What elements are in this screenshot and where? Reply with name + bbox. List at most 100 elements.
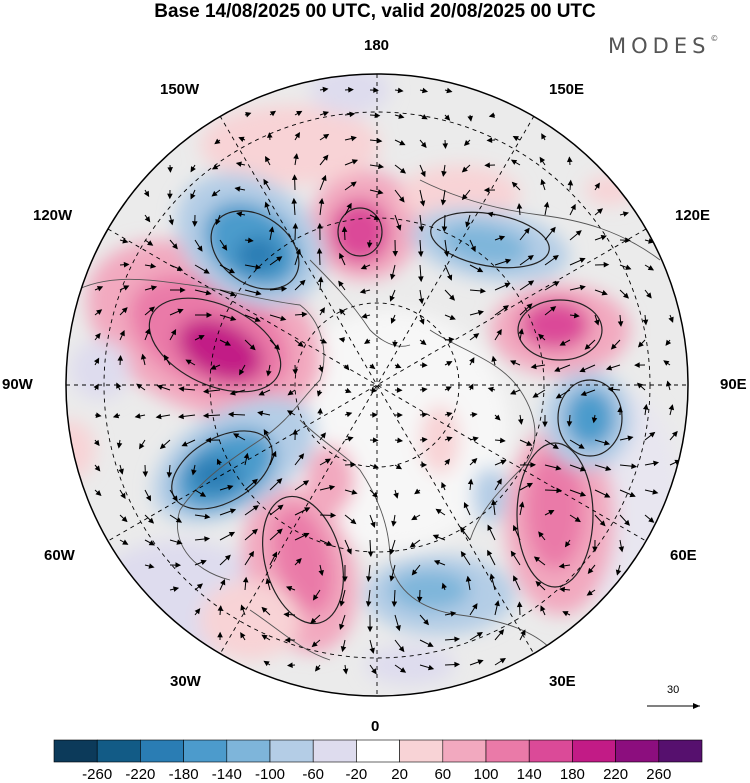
- reference-vector: [647, 703, 700, 709]
- wind-vector-head: [624, 519, 631, 526]
- wind-vector-head: [348, 86, 354, 93]
- wind-vector-head: [629, 491, 636, 498]
- wind-vector-head: [524, 227, 530, 234]
- wind-vector-head: [460, 550, 467, 558]
- wind-vector-head: [295, 248, 302, 255]
- wind-vector-head: [417, 251, 424, 258]
- wind-vector-head: [150, 263, 157, 269]
- wind-vector-head: [258, 390, 265, 396]
- wind-vector-head: [292, 369, 299, 375]
- wind-vector-head: [666, 380, 672, 387]
- label-120w: 120W: [33, 207, 73, 224]
- wind-vector-head: [178, 413, 184, 420]
- wind-vector-head: [361, 313, 368, 319]
- wind-vector-head: [367, 551, 374, 558]
- wind-vector-head: [500, 459, 507, 465]
- wind-vector-head: [94, 332, 101, 340]
- wind-vector-head: [95, 490, 102, 496]
- label-60w: 60W: [44, 547, 75, 564]
- wind-vector-head: [510, 550, 517, 557]
- wind-vector-head: [490, 499, 497, 506]
- wind-vector-head: [389, 548, 395, 555]
- wind-vector-head: [298, 453, 305, 460]
- wind-vector-head: [419, 318, 425, 325]
- wind-vector-head: [420, 170, 426, 178]
- wind-vector-head: [636, 382, 643, 389]
- wind-vector-head: [243, 452, 250, 459]
- colorbar-segment: [269, 739, 314, 763]
- wind-vector-head: [442, 143, 449, 150]
- wind-vector-head: [398, 113, 405, 119]
- wind-vector-head: [421, 436, 428, 443]
- wind-vector-head: [399, 167, 407, 174]
- wind-vector-head: [206, 312, 213, 318]
- wind-vector-head: [266, 132, 273, 138]
- wind-vector-head: [255, 264, 262, 270]
- wind-vector-head: [265, 155, 271, 163]
- wind-vector-head: [281, 286, 288, 292]
- wind-vector-head: [566, 421, 573, 427]
- wind-vector-head: [396, 387, 403, 393]
- wind-vector-head: [494, 414, 501, 421]
- colorbar-tick: -260: [82, 766, 113, 783]
- wind-vector-head: [558, 563, 565, 569]
- wind-vector-head: [205, 289, 212, 296]
- wind-vector-head: [369, 363, 376, 370]
- colorbar-tick: 100: [473, 766, 499, 783]
- wind-vector-head: [349, 111, 356, 118]
- wind-vector-head: [548, 510, 555, 516]
- wind-vector-head: [346, 202, 352, 210]
- wind-vector-head: [513, 575, 519, 582]
- wind-vector-head: [350, 461, 357, 468]
- wind-vector-head: [330, 512, 337, 519]
- wind-vector-head: [350, 135, 357, 142]
- wind-vector-head: [603, 261, 610, 268]
- wind-vector-head: [204, 536, 211, 542]
- wind-vector-head: [134, 413, 141, 419]
- wind-vector-head: [345, 387, 352, 394]
- wind-vector-head: [299, 279, 306, 286]
- wind-vector-head: [518, 501, 525, 508]
- wind-vector-head: [202, 412, 209, 419]
- wind-vector-head: [268, 226, 275, 233]
- wind-vector-head: [236, 211, 243, 218]
- wind-vector-head: [584, 343, 591, 350]
- wind-vector-head: [297, 341, 304, 347]
- wind-vector-head: [230, 315, 237, 322]
- wind-vector-head: [366, 242, 373, 249]
- wind-vector-head: [122, 539, 129, 545]
- colorbar-tick: -20: [345, 766, 368, 783]
- wind-vector-head: [489, 573, 495, 580]
- wind-vector-head: [372, 412, 378, 418]
- map-title: Base 14/08/2025 00 UTC, valid 20/08/2025…: [154, 1, 596, 22]
- wind-vector-head: [579, 257, 586, 263]
- wind-vector-head: [573, 312, 580, 319]
- wind-vector-head: [172, 495, 178, 502]
- wind-vector-head: [510, 360, 517, 366]
- wind-vector-head: [372, 491, 379, 498]
- wind-vector-head: [391, 601, 398, 608]
- wind-vector-head: [550, 226, 556, 233]
- wind-vector-head: [145, 495, 151, 502]
- wind-vector-head: [586, 590, 593, 596]
- wind-vector-head: [190, 166, 196, 173]
- wind-vector-head: [470, 245, 476, 253]
- wind-vector-head: [271, 450, 277, 458]
- wind-vector-head: [535, 580, 542, 587]
- wind-vector-head: [176, 539, 183, 545]
- wind-vector-head: [411, 514, 418, 521]
- wind-vector-head: [579, 466, 587, 472]
- wind-vector-head: [342, 576, 348, 583]
- modes-logo: MODES©: [608, 34, 719, 58]
- wind-vector-head: [229, 291, 237, 297]
- wind-vector-head: [194, 608, 201, 615]
- wind-vector-head: [615, 569, 622, 576]
- wind-vector-head: [266, 370, 272, 377]
- wind-vector-head: [310, 617, 317, 624]
- wind-vector-head: [286, 410, 294, 416]
- wind-vector-head: [249, 344, 256, 351]
- wind-vector-head: [409, 542, 416, 548]
- wind-vector-head: [227, 411, 234, 418]
- wind-vector-head: [517, 418, 524, 425]
- wind-vector-head: [504, 282, 511, 288]
